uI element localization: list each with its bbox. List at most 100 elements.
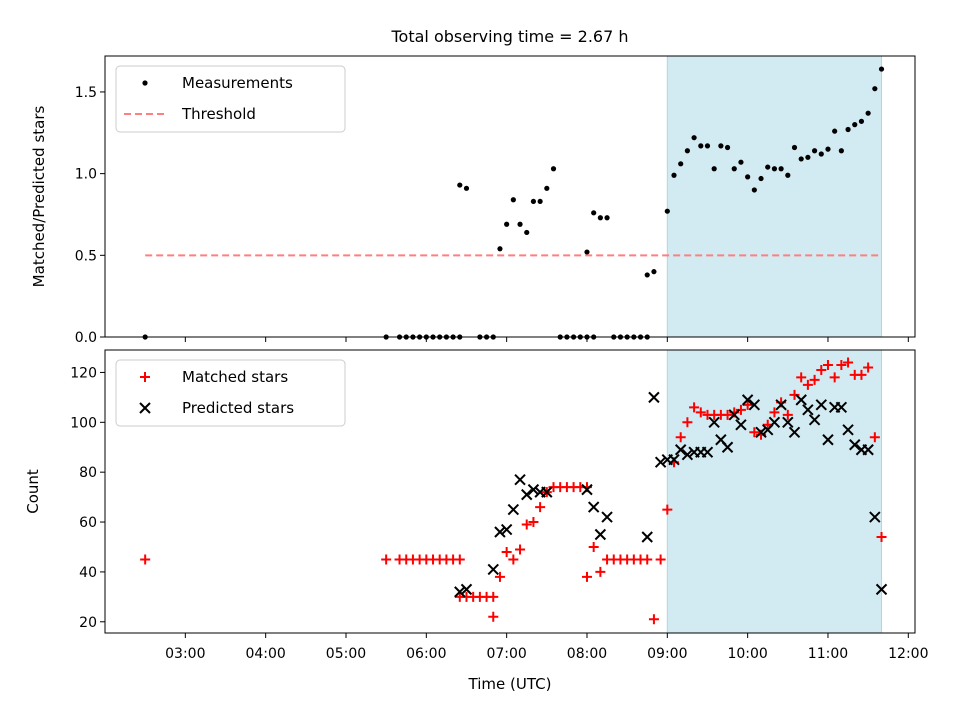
data-point — [704, 143, 711, 149]
x-tick-label: 10:00 — [727, 646, 767, 662]
data-point — [708, 416, 720, 429]
legend: Measurements Threshold — [115, 65, 346, 133]
data-point — [795, 394, 807, 406]
data-point — [587, 501, 600, 513]
y-tick-label: 80 — [79, 465, 97, 481]
data-point — [584, 249, 590, 255]
series-matched-stars — [140, 357, 887, 625]
data-point — [788, 426, 801, 438]
y-axis-label: Matched/Predicted stars — [30, 106, 48, 288]
x-axis-label: Time (UTC) — [468, 675, 552, 693]
data-point — [668, 454, 680, 466]
data-point — [858, 118, 865, 124]
data-point — [842, 424, 854, 436]
data-point — [808, 414, 821, 426]
data-point — [738, 159, 744, 165]
data-point — [765, 164, 771, 170]
data-point — [875, 583, 888, 596]
data-point — [521, 488, 533, 501]
data-point — [695, 407, 706, 418]
data-point — [791, 144, 798, 151]
axes-frame — [104, 55, 916, 338]
legend-label: Threshold — [181, 105, 256, 123]
data-point — [809, 374, 820, 385]
data-point — [869, 432, 880, 443]
data-point — [749, 427, 760, 438]
data-point — [678, 161, 684, 167]
data-point — [843, 357, 854, 368]
data-point — [735, 404, 746, 415]
data-point — [724, 144, 731, 151]
data-point — [594, 528, 607, 541]
data-point — [771, 166, 778, 172]
data-point — [863, 362, 874, 373]
data-point — [822, 359, 833, 370]
data-point — [508, 554, 519, 565]
data-point — [604, 215, 610, 221]
y-tick-label: 1.5 — [75, 85, 97, 101]
observing-window-shade — [666, 349, 883, 634]
data-point — [876, 532, 887, 543]
data-point — [682, 417, 693, 428]
data-point — [655, 554, 666, 565]
data-point — [544, 185, 550, 191]
data-point — [735, 419, 747, 431]
top-panel: 0.0 0.5 1.0 1.5 Matched/Predicted stars Measu… — [30, 55, 916, 346]
data-point — [684, 148, 690, 154]
x-tick-label: 07:00 — [486, 646, 526, 662]
data-point — [782, 416, 794, 429]
series-predicted-stars — [454, 391, 888, 598]
data-point — [769, 407, 780, 418]
data-point — [811, 148, 818, 154]
data-point — [488, 591, 499, 602]
data-point — [494, 571, 505, 582]
data-point — [530, 198, 537, 205]
y-tick-label: 120 — [70, 365, 97, 381]
data-point — [768, 416, 781, 429]
data-point — [648, 614, 659, 625]
data-point — [515, 544, 526, 555]
data-point — [838, 148, 844, 154]
data-point — [514, 473, 526, 486]
y-axis-label: Count — [24, 469, 42, 514]
data-point — [751, 187, 757, 193]
data-point — [641, 531, 653, 543]
data-point — [674, 444, 687, 456]
data-point — [796, 372, 807, 383]
data-point — [463, 185, 470, 191]
data-point — [775, 399, 787, 411]
data-point — [550, 166, 557, 172]
data-point — [711, 166, 717, 172]
x-tick-label: 09:00 — [647, 646, 687, 662]
legend-marker — [140, 372, 150, 382]
data-point — [597, 215, 603, 221]
data-point — [748, 399, 761, 411]
data-point — [497, 246, 503, 252]
x-tick-label: 05:00 — [326, 646, 366, 662]
data-point — [832, 128, 838, 134]
y-tick-label: 1.0 — [75, 167, 97, 183]
data-point — [500, 523, 513, 536]
data-point — [691, 135, 697, 141]
data-point — [521, 519, 532, 530]
data-point — [745, 174, 751, 180]
data-point — [494, 526, 506, 538]
data-point — [701, 446, 714, 458]
data-point — [588, 541, 599, 552]
data-point — [778, 166, 784, 172]
data-point — [541, 486, 553, 498]
data-point — [722, 409, 733, 420]
data-point — [535, 502, 546, 513]
figure-title: Total observing time = 2.67 h — [390, 27, 628, 46]
observing-window-shade — [666, 55, 883, 338]
data-point — [862, 444, 874, 456]
data-point — [454, 554, 465, 565]
x-tick-label: 08:00 — [567, 646, 607, 662]
data-point — [878, 66, 885, 72]
x-tick-label: 03:00 — [165, 646, 205, 662]
legend-label: Measurements — [182, 74, 293, 92]
data-point — [836, 359, 847, 370]
data-point — [651, 269, 657, 275]
data-point — [595, 566, 606, 577]
